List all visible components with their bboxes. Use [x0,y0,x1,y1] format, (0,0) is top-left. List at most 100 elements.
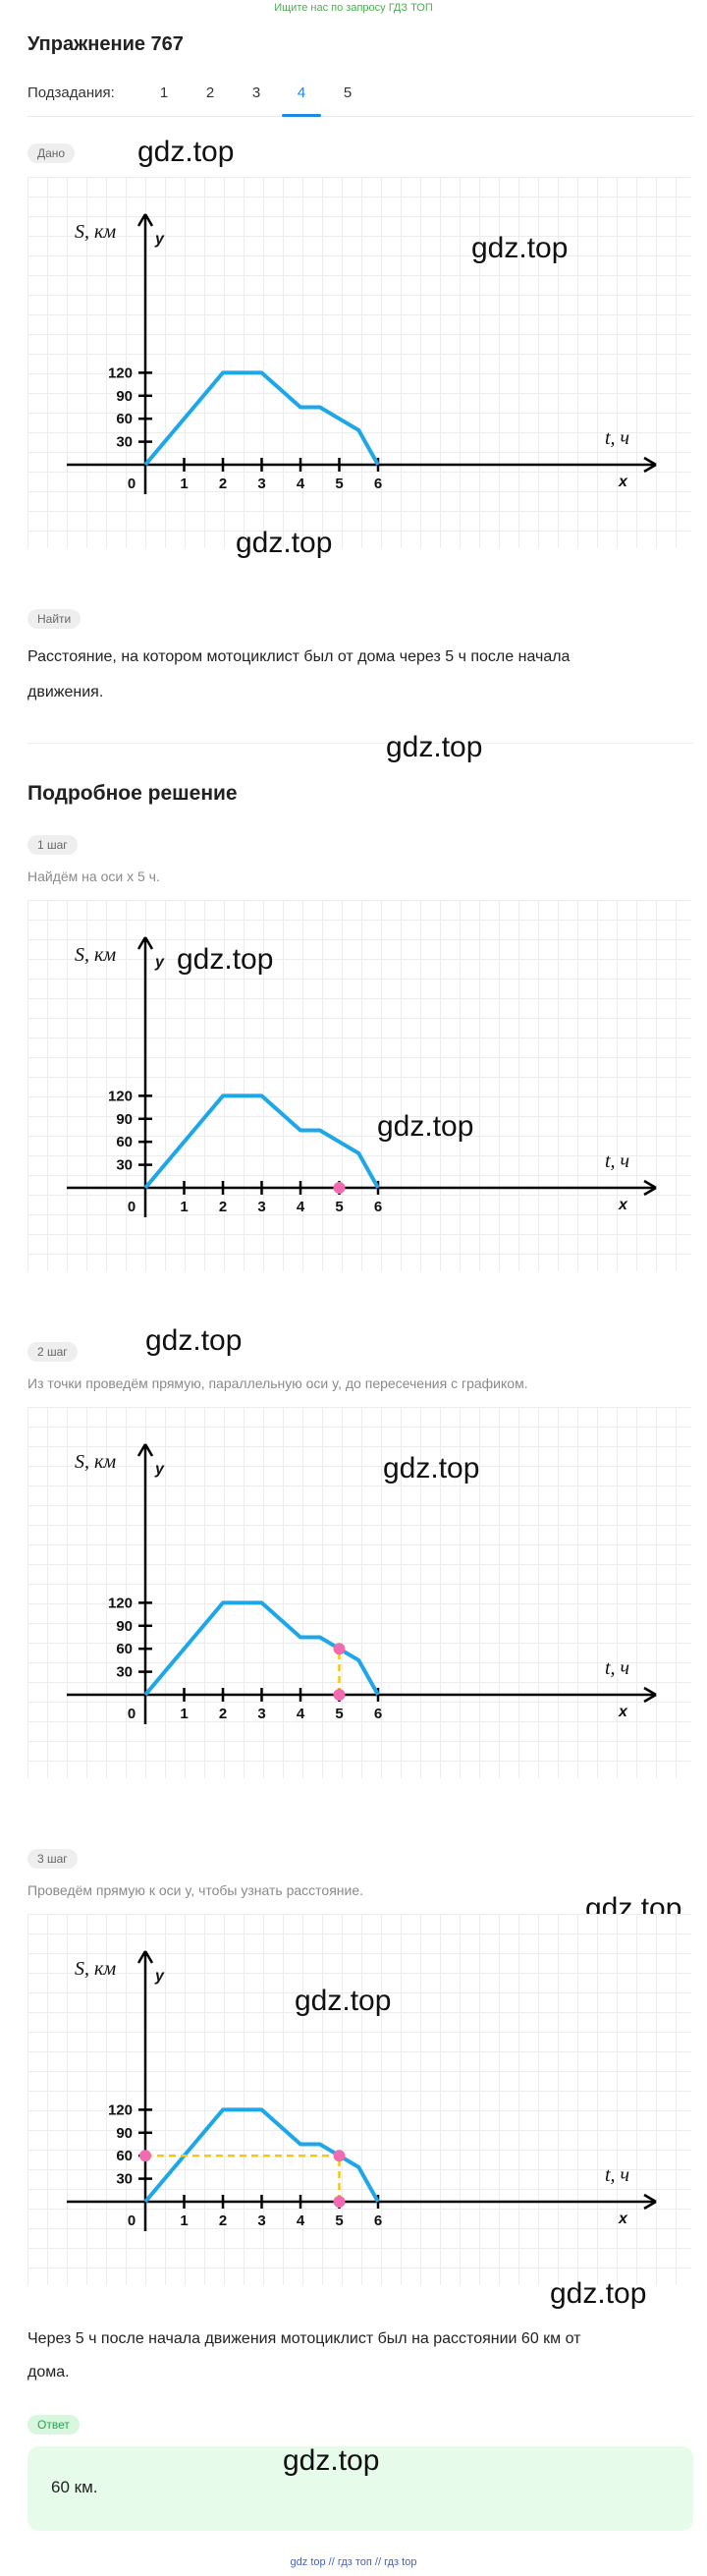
subtask-tab-3[interactable]: 3 [251,84,261,101]
marker-x-axis [333,1182,346,1194]
page-title: Упражнение 767 [27,33,184,55]
x-tick-label: 2 [219,1706,227,1722]
step1-text: Найдём на оси x 5 ч. [27,868,160,884]
divider [27,743,693,744]
y-tick-label: 90 [116,1618,133,1635]
watermark: gdz.top [471,232,569,264]
x-tick-label: 3 [257,1199,265,1215]
x-tick-label: 5 [335,1199,343,1215]
y-axis-letter: y [154,1461,165,1478]
x-axis-arrow [643,456,657,474]
marker-on-graph [333,1643,346,1655]
y-tick-label: 30 [116,434,133,451]
x-tick-label: 6 [374,1706,382,1722]
graph-step3: 0 1 2 3 4 5 6 30 60 90 120 S, км y t, ч x [27,1914,691,2285]
x-axis-letter: x [618,474,628,490]
y-tick-label: 30 [116,2171,133,2188]
x-tick-label: 0 [128,476,136,492]
marker-on-graph [333,2150,346,2162]
step2-badge: 2 шаг [27,1342,78,1362]
y-axis-letter: y [154,1968,165,1985]
x-axis-letter: x [618,2211,628,2227]
y-tick-label: 60 [116,411,133,427]
y-axis-title: S, км [75,1451,116,1473]
x-tick-label: 2 [219,476,227,492]
tabs-divider [27,116,693,117]
y-tick-label: 90 [116,1111,133,1128]
y-tick-label: 90 [116,2125,133,2142]
y-tick-label: 30 [116,1157,133,1174]
distance-line [143,370,380,467]
subtask-tab-1[interactable]: 1 [159,84,169,101]
graph-step1: 0 1 2 3 4 5 6 30 60 90 120 S, км y t, ч x [27,900,691,1271]
watermark: gdz.top [550,2277,647,2310]
x-tick-label: 2 [219,1199,227,1215]
marker-y-axis [139,2150,151,2162]
y-tick-label: 30 [116,1664,133,1681]
x-axis-title: t, ч [605,2164,629,2186]
x-tick-label: 0 [128,1199,136,1215]
x-axis-title: t, ч [605,427,629,449]
step2-text: Из точки проведём прямую, параллельную о… [27,1375,528,1391]
find-badge: Найти [27,609,82,629]
y-tick-label: 120 [108,1595,133,1611]
x-axis-letter: x [618,1197,628,1213]
distance-line [143,2107,380,2204]
subtask-tab-5[interactable]: 5 [343,84,353,101]
x-tick-label: 3 [257,476,265,492]
y-axis-letter: y [154,954,165,971]
watermark: gdz.top [386,731,483,763]
top-note[interactable]: Ищите нас по запросу ГДЗ ТОП [274,2,433,14]
watermark: gdz.top [295,1985,392,2017]
subtasks-label: Подзадания: [27,84,115,101]
marker-x-axis [333,2196,346,2208]
y-axis-letter: y [154,231,165,248]
step1-badge: 1 шаг [27,835,78,855]
x-tick-label: 4 [297,476,305,492]
y-axis-title: S, км [75,944,116,966]
x-tick-label: 5 [335,476,343,492]
find-text-line1: Расстояние, на котором мотоциклист был о… [27,648,571,665]
graph-step2: 0 1 2 3 4 5 6 30 60 90 120 S, км y t, ч x [27,1407,691,1778]
x-tick-label: 6 [374,1199,382,1215]
find-text-line2: движения. [27,684,104,700]
active-tab-indicator [282,114,321,117]
marker-x-axis [333,1689,346,1701]
subtask-tab-2[interactable]: 2 [205,84,215,101]
solution-title: Подробное решение [27,782,238,805]
step3-text: Проведём прямую к оси y, чтобы узнать ра… [27,1882,364,1898]
x-tick-label: 1 [180,2212,188,2229]
x-axis-arrow [643,2193,657,2211]
answer-badge: Ответ [27,2415,80,2435]
y-axis-arrow [136,1950,154,1964]
watermark: gdz.top [383,1452,480,1484]
distance-line [143,1600,380,1697]
y-axis-title: S, км [75,221,116,243]
x-tick-label: 3 [257,1706,265,1722]
x-tick-label: 3 [257,2212,265,2229]
watermark: gdz.top [177,943,274,976]
y-tick-label: 120 [108,364,133,381]
x-tick-label: 5 [335,2212,343,2229]
y-axis-title: S, км [75,1958,116,1980]
x-tick-label: 0 [128,2212,136,2229]
watermark: gdz.top [137,136,235,168]
x-tick-label: 1 [180,476,188,492]
given-badge: Дано [27,143,76,163]
x-tick-label: 2 [219,2212,227,2229]
x-axis-arrow [643,1179,657,1197]
answer-box [27,2446,693,2531]
subtask-tab-4[interactable]: 4 [297,84,306,101]
step3-badge: 3 шаг [27,1849,78,1869]
y-axis-arrow [136,936,154,950]
footer-links[interactable]: gdz top // гдз топ // гдз top [290,2556,417,2568]
graph-given: 0 1 2 3 4 5 6 30 60 90 120 S, км y t, ч x [27,177,691,548]
x-axis-letter: x [618,1704,628,1720]
x-tick-label: 4 [297,2212,305,2229]
watermark: gdz.top [283,2444,380,2477]
y-tick-label: 120 [108,2101,133,2118]
x-tick-label: 4 [297,1199,305,1215]
y-tick-label: 90 [116,388,133,405]
x-tick-label: 4 [297,1706,305,1722]
answer-text: 60 км. [51,2478,98,2496]
